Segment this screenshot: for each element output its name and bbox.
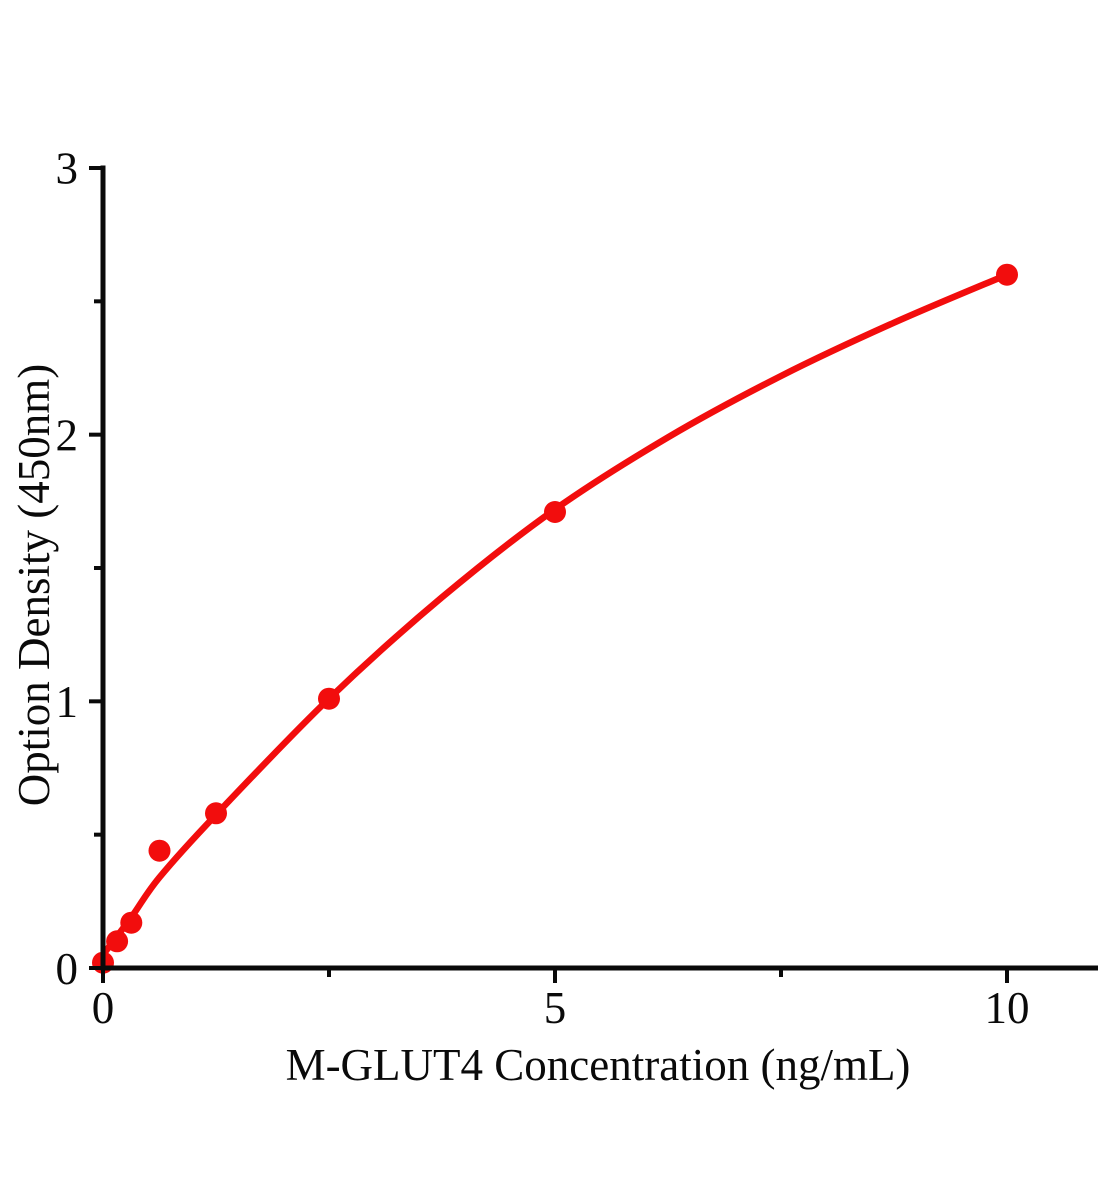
data-point <box>544 501 566 523</box>
data-point <box>996 263 1018 286</box>
y-tick-label: 1 <box>56 677 79 727</box>
data-point <box>120 911 143 934</box>
data-points <box>92 263 1018 974</box>
data-point <box>148 839 171 862</box>
fit-curve-path <box>99 271 1011 958</box>
ticks: 0 5 10 0 1 2 3 <box>56 144 1030 1033</box>
x-tick-label: 0 <box>92 983 115 1033</box>
y-tick-label: 3 <box>56 144 79 194</box>
x-tick-label: 10 <box>985 983 1030 1033</box>
y-tick-label: 0 <box>56 944 79 994</box>
data-point <box>205 802 227 825</box>
data-point <box>106 930 129 953</box>
y-tick-label: 2 <box>56 410 79 460</box>
axes <box>100 165 1098 971</box>
fit-curve <box>99 271 1011 958</box>
y-axis-title: Option Density (450nm) <box>9 364 59 806</box>
x-axis-title: M-GLUT4 Concentration (ng/mL) <box>286 1040 911 1090</box>
data-point <box>318 687 340 710</box>
x-tick-label: 5 <box>544 983 567 1033</box>
